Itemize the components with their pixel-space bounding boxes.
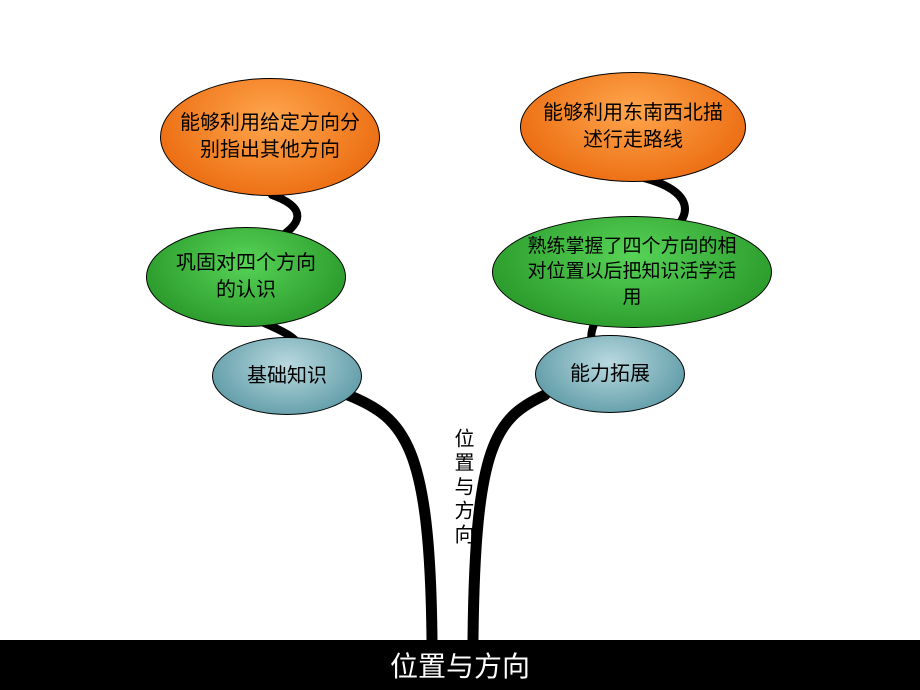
node-top-left: 能够利用给定方向分别指出其他方向 <box>160 78 380 196</box>
node-label: 熟练掌握了四个方向的相对位置以后把知识活学活用 <box>519 234 745 311</box>
node-label: 基础知识 <box>247 363 327 390</box>
node-low-right: 能力拓展 <box>535 335 685 413</box>
edge-e3 <box>348 395 432 640</box>
node-low-left: 基础知识 <box>212 337 362 415</box>
node-mid-left: 巩固对四个方向的认识 <box>146 227 346 327</box>
node-top-right: 能够利用东南西北描述行走路线 <box>520 72 746 182</box>
trunk-label: 位置与方向 <box>448 428 477 548</box>
footer-text: 位置与方向 <box>390 645 530 685</box>
connectors-layer <box>0 0 920 690</box>
node-mid-right: 熟练掌握了四个方向的相对位置以后把知识活学活用 <box>492 216 772 328</box>
node-label: 巩固对四个方向的认识 <box>171 250 321 304</box>
footer-title: 位置与方向 <box>0 640 920 690</box>
node-label: 能够利用东南西北描述行走路线 <box>539 100 727 154</box>
diagram-stage: 能够利用给定方向分别指出其他方向 能够利用东南西北描述行走路线 巩固对四个方向的… <box>0 0 920 690</box>
node-label: 能够利用给定方向分别指出其他方向 <box>179 110 361 164</box>
node-label: 能力拓展 <box>570 361 650 388</box>
edge-e6 <box>473 395 545 640</box>
